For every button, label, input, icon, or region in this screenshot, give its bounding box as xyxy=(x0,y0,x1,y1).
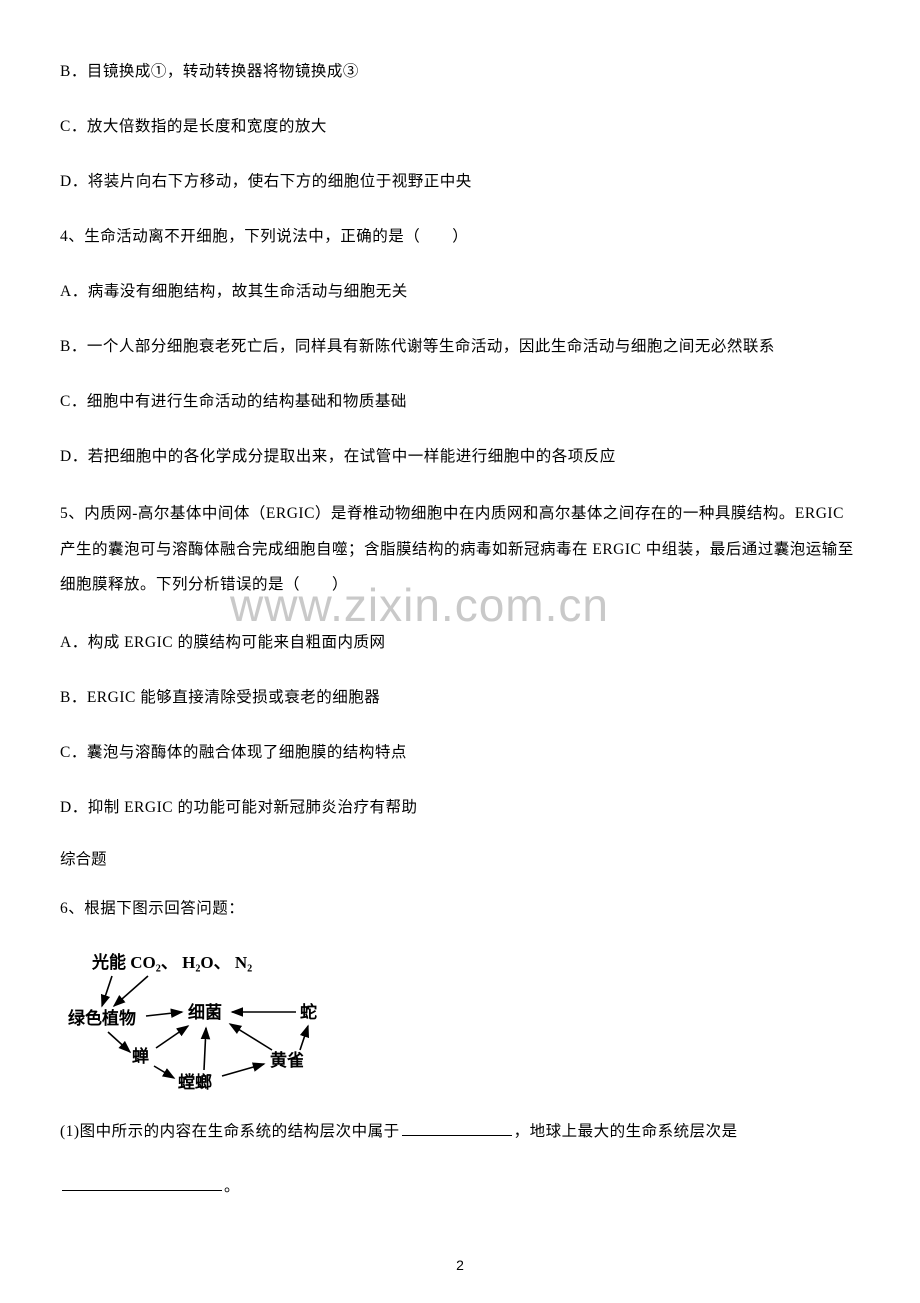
q-prev-choice-C: C．放大倍数指的是长度和宽度的放大 xyxy=(60,111,860,142)
q4-choice-D: D．若把细胞中的各化学成分提取出来，在试管中一样能进行细胞中的各项反应 xyxy=(60,441,860,472)
q4-stem: 4、生命活动离不开细胞，下列说法中，正确的是（ ） xyxy=(60,221,860,252)
diagram-label-sparrow: 黄雀 xyxy=(270,1050,304,1070)
q6-stem: 6、根据下图示回答问题： xyxy=(60,893,860,924)
q6-sub1-line2: 。 xyxy=(60,1171,860,1202)
q6-blank-2 xyxy=(62,1174,222,1191)
q6-sub1-prefix: (1)图中所示的内容在生命系统的结构层次中属于 xyxy=(60,1123,400,1140)
food-web-svg: 光能 CO₂、 H₂O、 N₂ 绿色植物 细菌 蛇 蝉 螳螂 xyxy=(60,948,360,1098)
q6-blank-1 xyxy=(402,1119,512,1136)
q6-sub1-line1: (1)图中所示的内容在生命系统的结构层次中属于 ，地球上最大的生命系统层次是 xyxy=(60,1116,860,1147)
section-label: 综合题 xyxy=(60,847,860,869)
diagram-label-cicada: 蝉 xyxy=(132,1046,149,1066)
q5-choice-A: A．构成 ERGIC 的膜结构可能来自粗面内质网 xyxy=(60,627,860,658)
diagram-label-top: 光能 CO₂、 H₂O、 N₂ xyxy=(91,952,252,972)
diagram-label-mantis: 螳螂 xyxy=(178,1072,212,1092)
diagram-label-plant: 绿色植物 xyxy=(68,1008,136,1028)
food-web-diagram: 光能 CO₂、 H₂O、 N₂ 绿色植物 细菌 蛇 蝉 螳螂 xyxy=(60,948,860,1098)
q4-choice-C: C．细胞中有进行生命活动的结构基础和物质基础 xyxy=(60,386,860,417)
q6-sub1-suffix: 。 xyxy=(224,1178,240,1195)
q5-choice-D: D．抑制 ERGIC 的功能可能对新冠肺炎治疗有帮助 xyxy=(60,792,860,823)
q-prev-choice-B: B．目镜换成①，转动转换器将物镜换成③ xyxy=(60,56,860,87)
q5-stem: 5、内质网-高尔基体中间体（ERGIC）是脊椎动物细胞中在内质网和高尔基体之间存… xyxy=(60,496,860,603)
diagram-label-bacteria: 细菌 xyxy=(188,1002,222,1022)
q-prev-choice-D: D．将装片向右下方移动，使右下方的细胞位于视野正中央 xyxy=(60,166,860,197)
q5-choice-B: B．ERGIC 能够直接清除受损或衰老的细胞器 xyxy=(60,682,860,713)
q5-choice-C: C．囊泡与溶酶体的融合体现了细胞膜的结构特点 xyxy=(60,737,860,768)
page-number: 2 xyxy=(0,1257,920,1273)
q6-sub1-mid: ，地球上最大的生命系统层次是 xyxy=(514,1123,738,1140)
document-body: B．目镜换成①，转动转换器将物镜换成③ C．放大倍数指的是长度和宽度的放大 D．… xyxy=(60,56,860,1202)
q4-choice-A: A．病毒没有细胞结构，故其生命活动与细胞无关 xyxy=(60,276,860,307)
q4-choice-B: B．一个人部分细胞衰老死亡后，同样具有新陈代谢等生命活动，因此生命活动与细胞之间… xyxy=(60,331,860,362)
diagram-label-snake: 蛇 xyxy=(300,1002,317,1022)
